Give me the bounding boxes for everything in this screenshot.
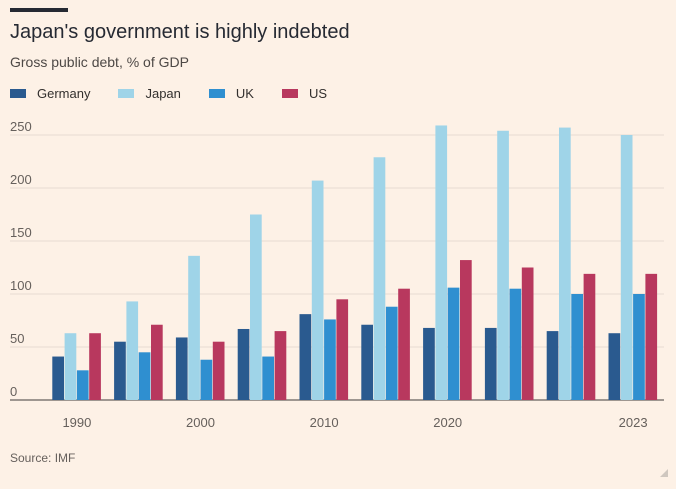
bar-germany xyxy=(175,337,188,400)
bar-uk xyxy=(633,294,645,400)
chart-title: Japan's government is highly indebted xyxy=(10,21,350,43)
x-tick-label: 2000 xyxy=(186,415,215,430)
legend-label-japan: Japan xyxy=(145,85,181,101)
bar-us xyxy=(212,341,225,400)
bar-us xyxy=(151,324,163,400)
bar-japan xyxy=(250,214,262,400)
bar-uk xyxy=(571,294,583,400)
bar-germany xyxy=(361,324,373,400)
bar-us xyxy=(521,267,534,400)
bar-japan xyxy=(435,125,448,401)
bar-uk xyxy=(324,319,336,400)
bar-germany xyxy=(237,328,250,400)
bar-us xyxy=(460,260,472,400)
y-tick-label: 250 xyxy=(10,119,32,134)
bar-germany xyxy=(608,333,621,400)
bar-japan xyxy=(188,255,200,400)
bar-chart: 0 50 100 150 200 250 1990 2000 2010 2020 2023 xyxy=(10,119,664,430)
legend-swatch-germany xyxy=(10,88,26,98)
bar-germany xyxy=(52,356,64,400)
title-accent-rule xyxy=(10,8,68,12)
source-note: Source: IMF xyxy=(10,451,76,465)
legend-swatch-uk xyxy=(208,88,225,98)
legend-swatch-us xyxy=(281,88,298,98)
bar-us xyxy=(89,333,101,400)
bar-uk xyxy=(262,356,274,400)
bar-japan xyxy=(559,127,571,400)
bar-us xyxy=(583,273,596,400)
chart-subtitle: Gross public debt, % of GDP xyxy=(10,54,189,70)
bar-us xyxy=(645,273,658,400)
legend-item-us: US xyxy=(281,85,328,101)
y-tick-label: 150 xyxy=(10,225,32,240)
bar-us xyxy=(336,299,349,400)
bar-us xyxy=(274,331,287,400)
bar-germany xyxy=(484,327,497,400)
bar-uk xyxy=(138,352,151,400)
x-tick-label: 2023 xyxy=(619,415,648,430)
bar-uk xyxy=(385,306,398,400)
bar-uk xyxy=(200,359,213,400)
bar-germany xyxy=(114,341,126,400)
legend-item-germany: Germany xyxy=(10,86,90,101)
y-tick-label: 100 xyxy=(10,278,32,293)
bar-us xyxy=(398,288,410,400)
legend-label-germany: Germany xyxy=(37,85,91,101)
x-tick-label: 1990 xyxy=(62,415,91,430)
bar-uk xyxy=(509,288,522,400)
bar-germany xyxy=(299,314,312,400)
bar-uk xyxy=(76,370,89,400)
bar-japan xyxy=(311,180,324,400)
legend-item-japan: Japan xyxy=(118,85,181,101)
legend-item-uk: UK xyxy=(208,85,254,101)
bar-japan xyxy=(64,333,77,400)
x-tick-label: 2010 xyxy=(310,415,339,430)
bar-uk xyxy=(447,287,460,400)
legend-label-us: US xyxy=(308,85,328,101)
resize-handle-icon xyxy=(660,469,668,477)
y-tick-label: 200 xyxy=(10,172,32,187)
bar-japan xyxy=(126,301,139,400)
y-tick-label: 0 xyxy=(10,384,17,399)
bar-japan xyxy=(497,130,509,400)
bar-germany xyxy=(423,327,435,400)
bar-germany xyxy=(546,331,559,400)
legend-swatch-japan xyxy=(118,88,135,98)
bar-japan xyxy=(373,157,386,400)
chart-legend: Germany Japan UK US xyxy=(10,85,355,101)
bar-japan xyxy=(620,135,633,400)
legend-label-uk: UK xyxy=(235,85,254,101)
x-tick-label: 2020 xyxy=(433,415,462,430)
y-tick-label: 50 xyxy=(10,331,24,346)
